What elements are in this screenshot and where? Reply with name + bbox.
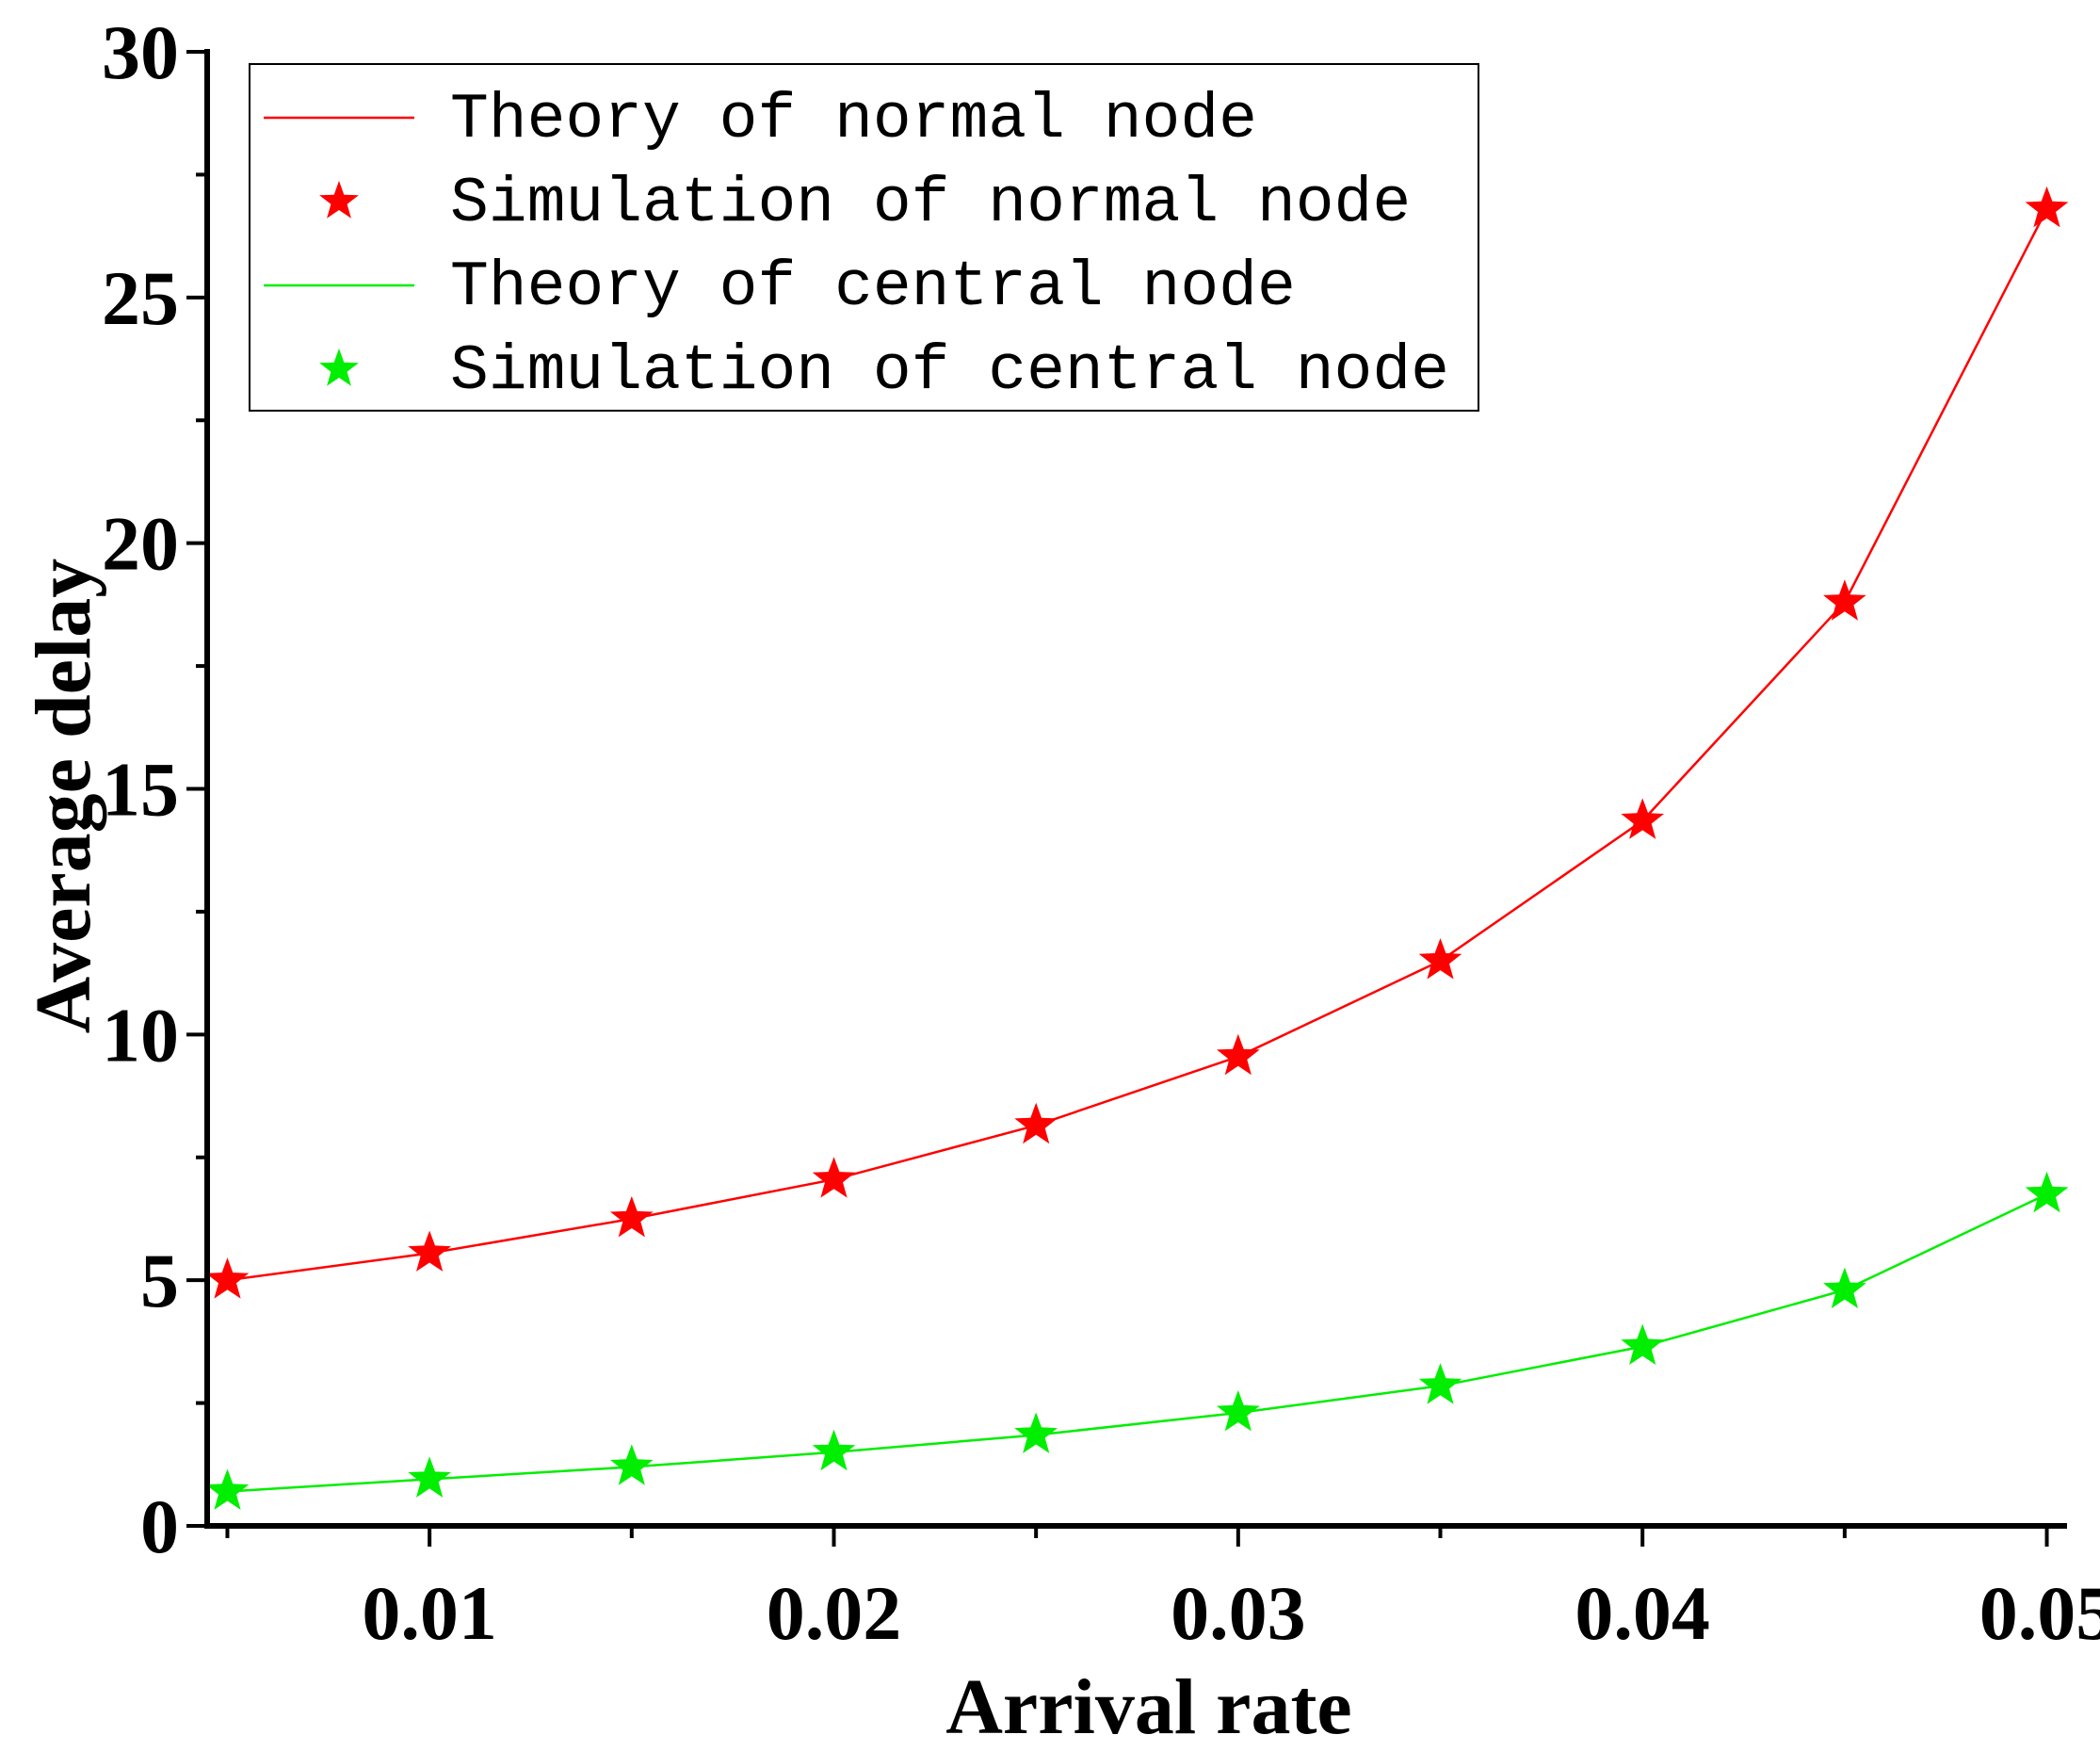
data-point-star [408, 1456, 451, 1498]
data-point-star [610, 1196, 654, 1238]
data-point-star [1823, 579, 1866, 621]
legend-box [249, 63, 1479, 412]
legend-item: Theory of central node [264, 251, 1296, 324]
series-group [205, 186, 2069, 1510]
x-tick-label: 0.02 [767, 1570, 902, 1656]
y-tick-label: 30 [102, 9, 179, 95]
data-point-star [408, 1230, 451, 1272]
y-axis-title: Average delay [20, 559, 107, 1034]
data-point-star [1014, 1412, 1058, 1453]
axes-group: 0 5 10 15 20 25 30 0.01 0.02 0.03 0.04 0.05 Arrival … [20, 9, 2100, 1751]
data-point-star [205, 1468, 250, 1510]
legend-star-swatch [319, 181, 359, 219]
legend-label: Simulation of central node [450, 335, 1449, 408]
data-point-star [1621, 798, 1664, 839]
legend-item: Simulation of normal node [319, 168, 1411, 240]
series-theory-of-central-node [227, 1192, 2048, 1493]
data-point-star [610, 1444, 654, 1485]
data-point-star [205, 1257, 250, 1299]
legend-star-swatch [319, 349, 359, 386]
data-point-star [1621, 1323, 1664, 1365]
data-point-star [1418, 938, 1462, 980]
y-tick-label: 25 [102, 255, 179, 341]
y-tick-label: 20 [102, 501, 179, 587]
x-tick-label: 0.03 [1171, 1570, 1306, 1656]
x-tick-label: 0.01 [362, 1570, 497, 1656]
x-tick-label: 0.05 [1979, 1570, 2100, 1656]
legend-item: Theory of normal node [264, 84, 1257, 156]
y-tick-label: 0 [140, 1483, 179, 1569]
legend-item: Simulation of central node [319, 335, 1449, 408]
data-point-star [1823, 1267, 1866, 1308]
legend: Theory of normal node Simulation of norma… [249, 63, 1479, 412]
data-point-star [2025, 186, 2069, 228]
y-tick-label: 5 [140, 1238, 179, 1323]
y-tick-label: 15 [102, 747, 179, 833]
data-point-star [1418, 1363, 1462, 1404]
legend-label: Theory of central node [450, 251, 1296, 324]
series-line [227, 208, 2048, 1282]
series-line [227, 1192, 2048, 1493]
series-simulation-of-normal-node [205, 186, 2069, 1299]
x-tick-label: 0.04 [1575, 1570, 1710, 1656]
series-simulation-of-central-node [205, 1171, 2069, 1510]
data-point-star [812, 1157, 856, 1198]
data-point-star [1014, 1102, 1058, 1144]
data-point-star [2025, 1171, 2069, 1213]
series-theory-of-normal-node [227, 208, 2048, 1282]
legend-label: Simulation of normal node [450, 168, 1411, 240]
x-axis-title: Arrival rate [945, 1663, 1351, 1751]
y-tick-label: 10 [102, 992, 179, 1078]
data-point-star [1217, 1390, 1260, 1432]
legend-label: Theory of normal node [450, 84, 1257, 156]
data-point-star [1217, 1033, 1260, 1076]
data-point-star [812, 1429, 856, 1471]
